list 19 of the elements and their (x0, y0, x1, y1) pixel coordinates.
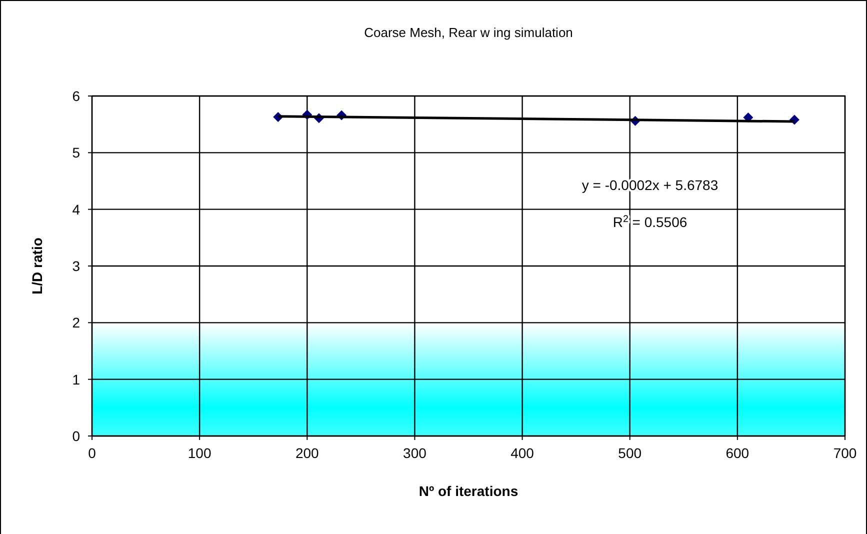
y-axis-title: L/D ratio (29, 238, 45, 294)
x-tick-label: 300 (403, 445, 427, 461)
y-tick-label: 2 (72, 314, 80, 331)
y-tick-label: 0 (72, 428, 80, 444)
x-tick-label: 700 (833, 445, 857, 461)
x-tick-label: 600 (726, 445, 750, 461)
y-tick-label: 5 (72, 144, 80, 161)
x-tick-label: 500 (618, 445, 642, 461)
annotation: R$^{2}$ = 0.5506 (612, 214, 688, 230)
x-tick-label: 100 (188, 445, 212, 461)
x-tick-label: 0 (88, 445, 96, 461)
y-tick-label: 6 (72, 88, 80, 104)
chart-title: Coarse Mesh, Rear w ing simulation (364, 25, 573, 40)
x-axis-title: Nº of iterations (418, 483, 518, 499)
y-tick-label: 3 (72, 258, 80, 274)
y-tick-label: 4 (72, 201, 80, 218)
x-tick-label: 200 (295, 445, 320, 461)
x-tick-label: 400 (510, 445, 534, 461)
y-tick-label: 1 (72, 371, 80, 388)
